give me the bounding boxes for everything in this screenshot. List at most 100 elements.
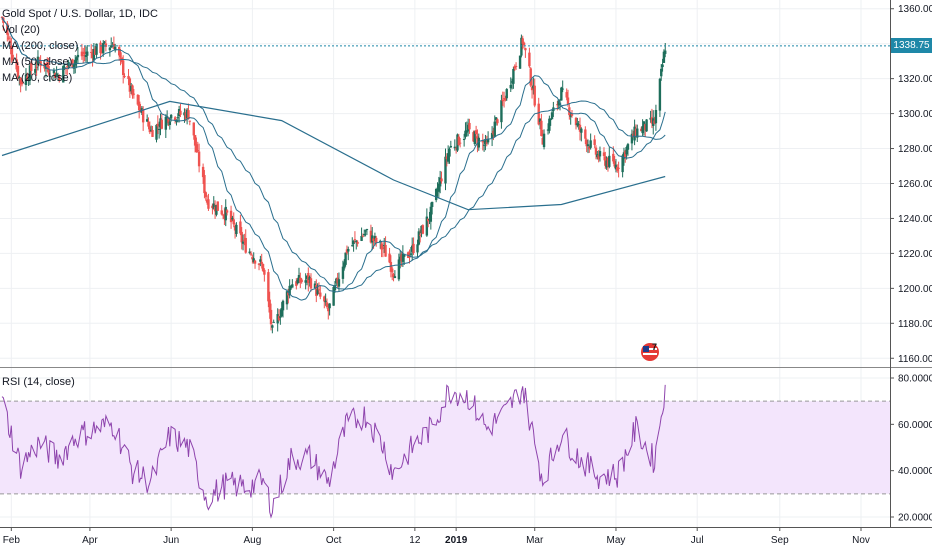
- candle-body: [336, 277, 339, 284]
- candle-body: [156, 123, 160, 127]
- candle-body: [307, 272, 310, 284]
- candle-body: [409, 253, 413, 255]
- rsi-axis[interactable]: 20.0000 40.0000 60.0000 80.0000: [890, 374, 932, 524]
- symbol-title[interactable]: Gold Spot / U.S. Dollar, 1D, IDC: [2, 8, 158, 20]
- candle-body: [626, 144, 630, 150]
- candle-body: [634, 128, 638, 137]
- candle-body: [468, 122, 471, 130]
- candle-body: [482, 144, 486, 146]
- candle-body: [48, 75, 52, 77]
- candle-body: [136, 94, 140, 105]
- candle-body: [446, 153, 450, 162]
- price-tick-label: 1220.00: [898, 249, 932, 260]
- candle-body: [380, 244, 383, 250]
- candle-body: [530, 87, 534, 91]
- candle-body: [212, 203, 215, 209]
- time-tick-label: Aug: [243, 535, 261, 546]
- candle-body: [201, 166, 205, 178]
- candle-body: [168, 121, 172, 125]
- candle-body: [325, 302, 329, 308]
- candle-body: [259, 259, 262, 262]
- candle-body: [645, 119, 648, 132]
- candle-body: [512, 69, 515, 84]
- candle-body: [229, 210, 233, 223]
- rsi-legend[interactable]: RSI (14, close): [2, 376, 75, 388]
- indicator-ma-200[interactable]: MA (200, close): [2, 40, 79, 52]
- candle-body: [249, 253, 253, 255]
- candle-body: [532, 85, 535, 89]
- price-axis[interactable]: 1160.00 1180.00 1200.00 1220.00 1240.00 1260.…: [890, 4, 932, 365]
- candle-body: [400, 254, 403, 262]
- candle-body: [267, 272, 270, 302]
- candle-body: [399, 256, 402, 261]
- candle-body: [509, 84, 512, 89]
- candle-body: [95, 43, 98, 55]
- price-tick-label: 1160.00: [898, 354, 932, 365]
- candle-body: [636, 128, 639, 138]
- candle-body: [449, 145, 453, 148]
- candle-body: [20, 81, 24, 85]
- candle-body: [561, 88, 564, 90]
- candle-body: [560, 87, 563, 101]
- candle-body: [240, 231, 243, 243]
- events-count: 7: [652, 342, 658, 352]
- candle-body: [55, 73, 58, 76]
- candle-body: [197, 151, 201, 167]
- candle-body: [215, 204, 218, 215]
- candle-body: [26, 76, 29, 80]
- candle-body: [660, 68, 663, 77]
- candle-body: [485, 142, 488, 144]
- candle-body: [241, 241, 245, 244]
- candle-body: [436, 189, 439, 191]
- indicator-vol[interactable]: Vol (20): [2, 24, 40, 36]
- candle-body: [239, 221, 242, 234]
- candle-body: [541, 137, 544, 145]
- events-badge[interactable]: 7: [640, 342, 662, 362]
- candle-body: [104, 43, 108, 47]
- candle-body: [91, 53, 94, 58]
- candle-body: [546, 129, 550, 131]
- candle-body: [288, 285, 291, 296]
- candle-body: [484, 139, 487, 144]
- candle-body: [434, 189, 438, 201]
- candle-body: [445, 156, 449, 160]
- candle-body: [80, 51, 84, 57]
- candle-body: [658, 78, 662, 111]
- candle-body: [271, 325, 274, 328]
- indicator-ma-50[interactable]: MA (50, close): [2, 56, 73, 68]
- candle-body: [344, 252, 347, 265]
- candle-body: [597, 155, 600, 160]
- candle-body: [412, 243, 415, 254]
- candle-body: [184, 112, 187, 120]
- candle-body: [353, 239, 357, 241]
- candle-body: [613, 161, 616, 167]
- candle-body: [518, 55, 522, 69]
- candle-body: [537, 103, 540, 125]
- time-tick-label: Jun: [163, 535, 179, 546]
- candle-body: [253, 260, 257, 264]
- candle-body: [355, 240, 358, 242]
- candle-body: [429, 206, 433, 222]
- candle-body: [102, 43, 105, 54]
- indicator-ma-20[interactable]: MA (20, close): [2, 72, 73, 84]
- candle-body: [384, 244, 387, 257]
- candle-body: [337, 279, 341, 287]
- time-axis[interactable]: Feb Apr Jun Aug Oct 12 2019 Mar May Jul Sep Nov: [3, 527, 870, 546]
- candle-body: [608, 155, 611, 167]
- candle-body: [458, 142, 462, 144]
- candle-body: [408, 256, 411, 258]
- candle-body: [297, 275, 301, 283]
- candle-body: [56, 75, 60, 77]
- candle-body: [621, 155, 624, 173]
- candle-body: [586, 144, 590, 147]
- candle-body: [179, 110, 182, 115]
- candle-body: [127, 75, 130, 80]
- candle-body: [341, 266, 345, 279]
- candle-body: [145, 119, 149, 122]
- candle-body: [103, 41, 106, 43]
- candle-body: [72, 64, 76, 69]
- candle-body: [261, 264, 265, 271]
- candle-body: [74, 59, 77, 66]
- candle-body: [375, 237, 378, 243]
- candle-body: [169, 114, 173, 119]
